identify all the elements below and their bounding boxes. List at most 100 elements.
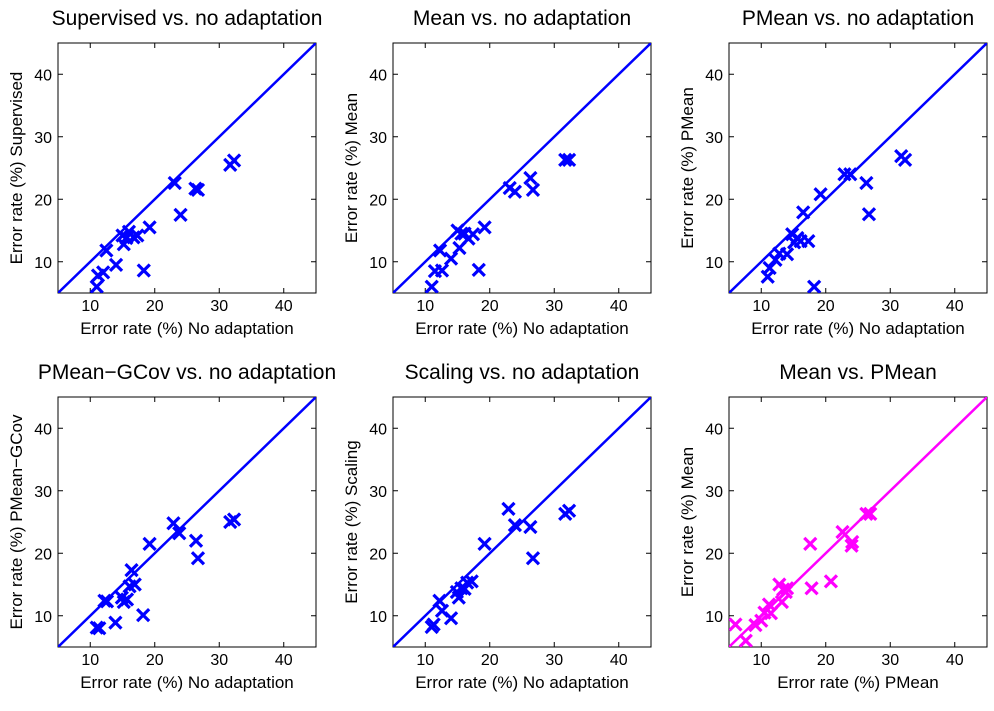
data-point	[226, 153, 242, 168]
y-tick-label: 20	[369, 192, 387, 209]
plot-area: 10 20 30 40 10 20 30 40	[369, 396, 652, 669]
axes-box	[728, 396, 988, 648]
data-point	[778, 584, 793, 600]
data-point	[729, 617, 743, 632]
panel-supervised-vs-no-adaptation: Supervised vs. no adaptation 10 20 30 40 10 2…	[7, 7, 322, 338]
x-tick-label: 20	[481, 298, 499, 315]
panel-pmean-gcov-vs-no-adaptation: PMean−GCov vs. no adaptation 10 20 30 40 10 2…	[7, 361, 336, 692]
data-point	[108, 615, 123, 630]
y-tick-label: 20	[34, 192, 52, 209]
x-axis-label: Error rate (%) No adaptation	[80, 673, 294, 692]
y-tick-label: 40	[369, 421, 387, 438]
axes-box	[392, 42, 652, 294]
data-layer	[729, 43, 987, 293]
data-point	[804, 581, 819, 596]
data-point	[130, 228, 145, 243]
y-tick-label: 30	[34, 484, 52, 501]
data-point	[738, 633, 753, 647]
y-tick-label: 10	[705, 609, 723, 626]
y-tick-label: 20	[369, 546, 387, 563]
x-tick-label: 20	[817, 298, 835, 315]
x-tick-label: 40	[275, 652, 293, 669]
chart-title: PMean vs. no adaptation	[742, 7, 974, 30]
data-point	[779, 247, 795, 262]
chart-title: Scaling vs. no adaptation	[405, 361, 640, 384]
data-point	[465, 227, 481, 242]
y-tick-label: 30	[705, 130, 723, 147]
y-tick-label: 10	[369, 255, 387, 272]
data-point	[124, 562, 139, 578]
data-point	[96, 265, 111, 280]
data-point	[558, 152, 573, 168]
x-tick-label: 30	[545, 652, 563, 669]
chart-title: Supervised vs. no adaptation	[52, 7, 323, 30]
x-tick-label: 10	[81, 652, 99, 669]
data-point	[188, 533, 204, 548]
data-point	[226, 512, 242, 527]
x-tick-label: 10	[752, 652, 770, 669]
x-axis-label: Error rate (%) PMean	[777, 673, 939, 692]
data-point	[108, 257, 124, 273]
y-axis-label: Error rate (%) PMean−GCov	[7, 414, 26, 629]
plot-area: 10 20 30 40 10 20 30 40	[34, 396, 317, 669]
data-point	[432, 593, 447, 608]
data-point	[99, 594, 115, 609]
data-point	[501, 501, 516, 517]
x-axis-label: Error rate (%) No adaptation	[80, 319, 294, 338]
data-point	[166, 516, 181, 531]
data-point	[172, 526, 187, 541]
y-tick-label: 10	[34, 255, 52, 272]
data-point	[477, 536, 492, 552]
data-point	[844, 538, 859, 553]
y-tick-label: 40	[705, 421, 723, 438]
x-tick-label: 20	[146, 298, 164, 315]
data-point	[136, 607, 151, 623]
x-tick-label: 10	[81, 298, 99, 315]
data-point	[525, 551, 541, 566]
axes-box	[57, 396, 317, 648]
plot-area: 10 20 30 40 10 20 30 40	[34, 42, 317, 315]
diagonal-line	[58, 397, 316, 647]
x-tick-label: 40	[275, 298, 293, 315]
diagonal-line	[393, 43, 651, 293]
plot-area: 10 20 30 40 10 20 30 40	[705, 396, 988, 669]
x-tick-label: 30	[210, 298, 228, 315]
data-point	[190, 182, 206, 198]
data-point	[434, 263, 450, 278]
y-axis-label: Error rate (%) Mean	[678, 447, 697, 597]
axes-box	[57, 42, 317, 294]
data-point	[92, 621, 107, 636]
y-axis-label: Error rate (%) Scaling	[342, 440, 361, 603]
x-tick-label: 40	[610, 652, 628, 669]
data-point	[823, 574, 839, 589]
data-point	[464, 574, 479, 589]
panel-scaling-vs-no-adaptation: Scaling vs. no adaptation 10 20 30 40 10 20 30…	[342, 361, 652, 692]
data-point	[136, 263, 151, 278]
data-layer	[58, 43, 316, 293]
y-axis-label: Error rate (%) PMean	[678, 87, 697, 249]
x-tick-label: 20	[146, 652, 164, 669]
x-tick-label: 40	[946, 298, 964, 315]
data-layer	[729, 397, 987, 647]
x-tick-label: 40	[610, 298, 628, 315]
diagonal-line	[393, 397, 651, 647]
data-point	[142, 536, 157, 552]
data-point	[471, 262, 486, 278]
data-point	[779, 581, 795, 596]
y-tick-label: 10	[369, 609, 387, 626]
y-axis-label: Error rate (%) Mean	[342, 93, 361, 243]
data-point	[861, 207, 877, 222]
data-point	[863, 506, 878, 522]
y-tick-label: 40	[705, 67, 723, 84]
axes-box	[728, 42, 988, 294]
y-axis-label: Error rate (%) Supervised	[7, 72, 26, 265]
y-tick-label: 40	[34, 67, 52, 84]
plot-area: 10 20 30 40 10 20 30 40	[705, 42, 988, 315]
x-axis-label: Error rate (%) No adaptation	[751, 319, 965, 338]
data-point	[89, 279, 104, 293]
diagonal-line	[58, 43, 316, 293]
y-tick-label: 30	[369, 130, 387, 147]
x-axis-label: Error rate (%) No adaptation	[415, 319, 629, 338]
x-tick-label: 20	[817, 652, 835, 669]
